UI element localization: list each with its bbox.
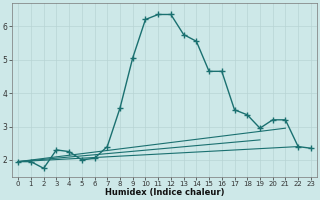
X-axis label: Humidex (Indice chaleur): Humidex (Indice chaleur) — [105, 188, 224, 197]
